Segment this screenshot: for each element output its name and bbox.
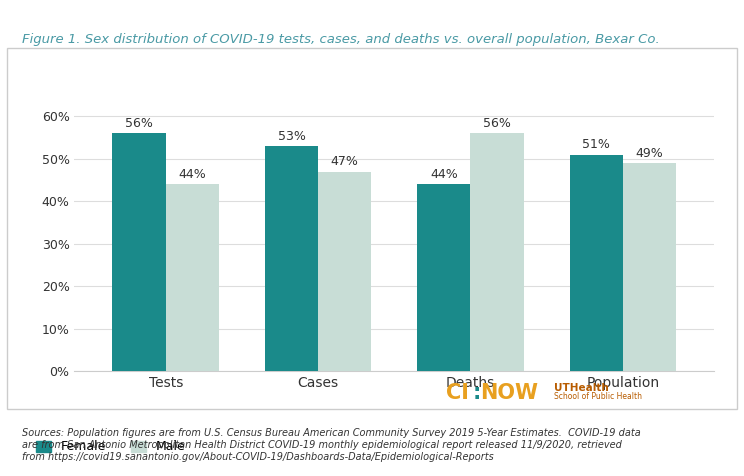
Bar bbox=[318, 172, 371, 371]
Text: CI: CI bbox=[446, 383, 469, 403]
Text: 56%: 56% bbox=[125, 117, 153, 130]
Text: 49%: 49% bbox=[635, 147, 664, 160]
Text: 44%: 44% bbox=[430, 168, 458, 181]
Text: 44%: 44% bbox=[179, 168, 206, 181]
Bar bbox=[470, 133, 524, 371]
Bar bbox=[417, 184, 470, 371]
Text: UTHealth: UTHealth bbox=[554, 383, 609, 393]
Text: 56%: 56% bbox=[483, 117, 511, 130]
Text: :: : bbox=[472, 383, 481, 403]
Bar bbox=[166, 184, 219, 371]
Text: School of Public Health: School of Public Health bbox=[554, 392, 642, 400]
Text: 53%: 53% bbox=[278, 130, 306, 143]
Legend: Female, Male: Female, Male bbox=[36, 440, 186, 453]
Bar bbox=[265, 146, 318, 371]
Text: Figure 1. Sex distribution of COVID-19 tests, cases, and deaths vs. overall popu: Figure 1. Sex distribution of COVID-19 t… bbox=[22, 33, 660, 46]
Text: 47%: 47% bbox=[331, 155, 359, 168]
Bar bbox=[569, 155, 623, 371]
Text: NOW: NOW bbox=[480, 383, 538, 403]
Text: Sources: Population figures are from U.S. Census Bureau American Community Surve: Sources: Population figures are from U.S… bbox=[22, 428, 641, 462]
Text: 51%: 51% bbox=[583, 138, 610, 151]
Bar bbox=[623, 163, 676, 371]
Bar bbox=[112, 133, 166, 371]
